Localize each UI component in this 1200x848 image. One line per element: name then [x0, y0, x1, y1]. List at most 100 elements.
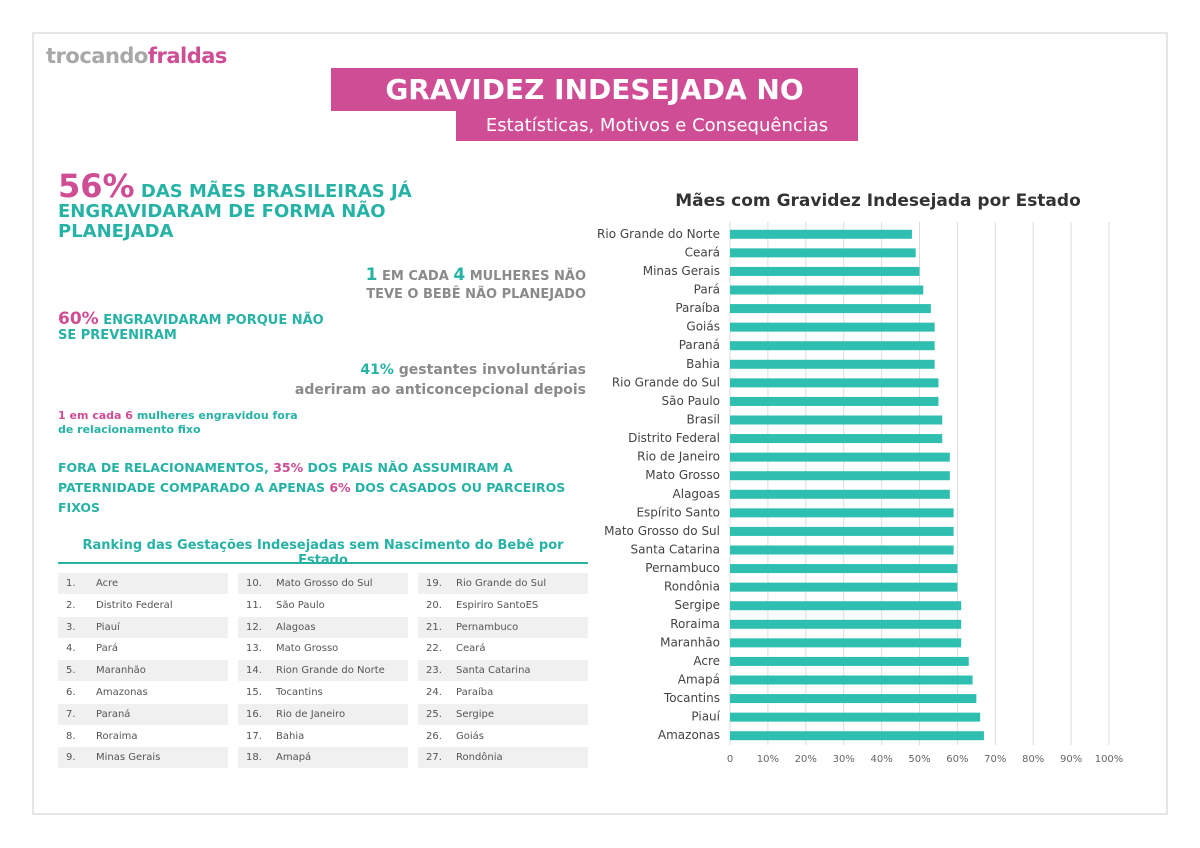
state: Rio de Janeiro — [276, 708, 346, 720]
ranking-row: 16. Rio de Janeiro — [238, 703, 408, 725]
stat-number: 35% — [273, 460, 304, 475]
bar — [730, 675, 973, 685]
rank: 13. — [246, 643, 262, 655]
y-tick-label: Sergipe — [674, 598, 720, 612]
rank: 23. — [426, 665, 442, 677]
stat: 1 EM CADA 4 MULHERES NÃO TEVE O BEBÊ NÃO… — [330, 266, 586, 304]
stat: 41% gestantes involuntárias aderiram ao … — [290, 360, 586, 400]
bar — [730, 359, 935, 369]
stat-number: 4 — [453, 265, 466, 285]
rank: 16. — [246, 708, 262, 720]
rank: 24. — [426, 687, 442, 698]
ranking-row: 23. Santa Catarina — [418, 660, 588, 682]
state: Bahia — [276, 730, 305, 742]
bar — [730, 452, 950, 462]
y-tick-label: Rio Grande do Sul — [612, 375, 720, 389]
ranking-row: 9. Minas Gerais — [58, 747, 228, 769]
ranking-row: 26. Goiás — [418, 726, 588, 747]
y-tick-label: Roraima — [670, 617, 720, 631]
state: Paraíba — [456, 687, 494, 698]
frame — [32, 32, 1168, 815]
bar — [730, 341, 935, 351]
rank: 17. — [246, 730, 262, 742]
rank: 12. — [246, 621, 262, 633]
ranking-row: 20. Espiriro SantoES — [418, 595, 588, 616]
y-tick-label: Mato Grosso do Sul — [604, 524, 720, 538]
ranking-row: 17. Bahia — [238, 726, 408, 747]
state: Pará — [96, 643, 118, 655]
y-tick-label: Ceará — [685, 245, 720, 259]
x-tick-label: 70% — [984, 754, 1006, 765]
ranking-row: 24. Paraíba — [418, 682, 588, 703]
bar — [730, 285, 924, 295]
logo-part: trocando — [46, 44, 148, 68]
y-tick-label: Paraíba — [675, 301, 720, 315]
stat: 56% DAS MÃES BRASILEIRAS JÁ ENGRAVIDARAM… — [58, 170, 418, 242]
state: Ceará — [456, 643, 486, 655]
ranking-row: 10. Mato Grosso do Sul — [238, 573, 408, 594]
logo: trocandofraldas — [46, 44, 227, 68]
x-tick-label: 0 — [727, 754, 733, 765]
rank: 20. — [426, 599, 442, 611]
bar — [730, 322, 935, 332]
bar — [730, 396, 939, 406]
rank: 14. — [246, 665, 262, 677]
stat-text: DAS MÃES BRASILEIRAS JÁ ENGRAVIDARAM DE … — [58, 181, 412, 242]
state: Roraima — [96, 730, 138, 742]
state: Mato Grosso do Sul — [276, 578, 373, 589]
y-tick-label: Maranhão — [660, 635, 720, 649]
rank: 10. — [246, 578, 262, 589]
ranking-row: 4. Pará — [58, 638, 228, 659]
stat-number: 60% — [58, 309, 99, 329]
x-tick-label: 20% — [795, 754, 817, 765]
ranking-row: 6. Amazonas — [58, 682, 228, 703]
ranking-row: 25. Sergipe — [418, 703, 588, 725]
bar — [730, 638, 962, 648]
y-tick-label: Alagoas — [673, 487, 720, 501]
state: Rion Grande do Norte — [276, 665, 385, 677]
stat-text: FORA DE RELACIONAMENTOS, — [58, 460, 269, 475]
bar — [730, 378, 939, 388]
stat-number: 41% — [360, 362, 394, 378]
ranking-row: 3. Piauí — [58, 616, 228, 638]
state: Tocantins — [276, 687, 323, 698]
stat: 1 em cada 6 mulheres engravidou fora de … — [58, 409, 308, 437]
ranking-row: 5. Maranhão — [58, 660, 228, 682]
bar — [730, 656, 969, 666]
ranking-row: 8. Roraima — [58, 726, 228, 747]
ranking-row: 7. Paraná — [58, 703, 228, 725]
rank: 1. — [66, 578, 76, 589]
y-tick-label: Tocantins — [663, 691, 720, 705]
rank: 2. — [66, 599, 76, 611]
x-tick-label: 60% — [946, 754, 968, 765]
y-tick-label: Piauí — [691, 710, 720, 724]
ranking-row: 18. Amapá — [238, 747, 408, 769]
bar — [730, 304, 931, 314]
rank: 9. — [66, 752, 76, 764]
rank: 5. — [66, 665, 76, 677]
y-tick-label: Espírito Santo — [636, 505, 720, 519]
y-tick-label: Pará — [694, 283, 720, 297]
bar — [730, 508, 954, 518]
y-tick-label: Rondônia — [664, 580, 720, 594]
state: Amapá — [276, 752, 312, 764]
stat: FORA DE RELACIONAMENTOS, 35% DOS PAIS NÃ… — [58, 458, 588, 518]
rank: 25. — [426, 708, 442, 720]
stat-text: mulheres engravidou fora de relacionamen… — [58, 409, 298, 436]
rank: 3. — [66, 621, 76, 633]
rank: 15. — [246, 687, 262, 698]
ranking-row: 12. Alagoas — [238, 616, 408, 638]
state: Paraná — [96, 708, 131, 720]
x-tick-label: 50% — [908, 754, 930, 765]
y-tick-label: Bahia — [686, 357, 720, 371]
bar — [730, 471, 950, 481]
rank: 7. — [66, 708, 76, 720]
state: Espiriro SantoES — [456, 599, 539, 611]
ranking-row: 11. São Paulo — [238, 595, 408, 616]
x-tick-label: 10% — [757, 754, 779, 765]
ranking-row: 14. Rion Grande do Norte — [238, 660, 408, 682]
y-tick-label: Rio de Janeiro — [637, 450, 720, 464]
logo-part: fraldas — [147, 44, 228, 68]
state: Maranhão — [96, 665, 146, 677]
stat-text: DOS CASADOS OU PARCEIROS FIXOS — [58, 480, 566, 515]
